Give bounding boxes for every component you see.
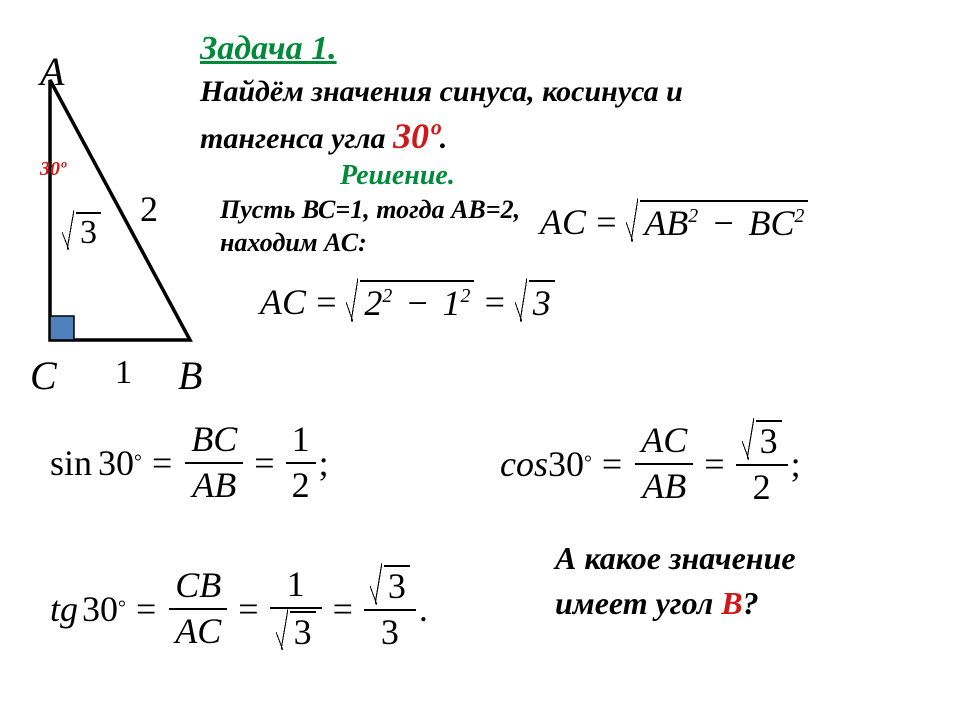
vertex-b: B — [178, 352, 202, 399]
side-cb-label: 1 — [115, 354, 132, 392]
formula-cos: cos 30° = AC AB = 3 2 ; — [500, 420, 801, 507]
formula-pythag-numeric: AC = 22 − 12 = 3 — [260, 280, 555, 324]
setup-line2: находим АС: — [220, 228, 367, 258]
vertex-c: C — [30, 352, 57, 399]
page-root: A C B 1 2 3 30º Задача 1. Найдём значени… — [0, 0, 960, 720]
formula-pythag: AC = AB2 − BC2 — [540, 200, 808, 244]
vertex-a: A — [40, 48, 64, 95]
side-ac-label: 3 — [62, 212, 101, 252]
problem-title: Задача 1. — [200, 30, 337, 68]
setup-line1: Пусть ВС=1, тогда АВ=2, — [220, 195, 520, 225]
side-ab-label: 2 — [140, 188, 158, 230]
question-line1: А какое значение — [555, 540, 796, 577]
problem-line2: тангенса угла 30º. — [200, 115, 447, 157]
problem-line1: Найдём значения синуса, косинуса и — [200, 75, 683, 109]
formula-sin: sin 30° = BC AB = 1 2 ; — [50, 420, 329, 505]
angle-a-label: 30º — [40, 158, 66, 181]
triangle-figure — [10, 50, 230, 390]
question-line2: имеет угол В? — [555, 585, 759, 622]
solution-label: Решение. — [340, 160, 455, 192]
formula-tg: tg 30° = CB AC = 1 3 = 3 3 . — [50, 565, 428, 652]
